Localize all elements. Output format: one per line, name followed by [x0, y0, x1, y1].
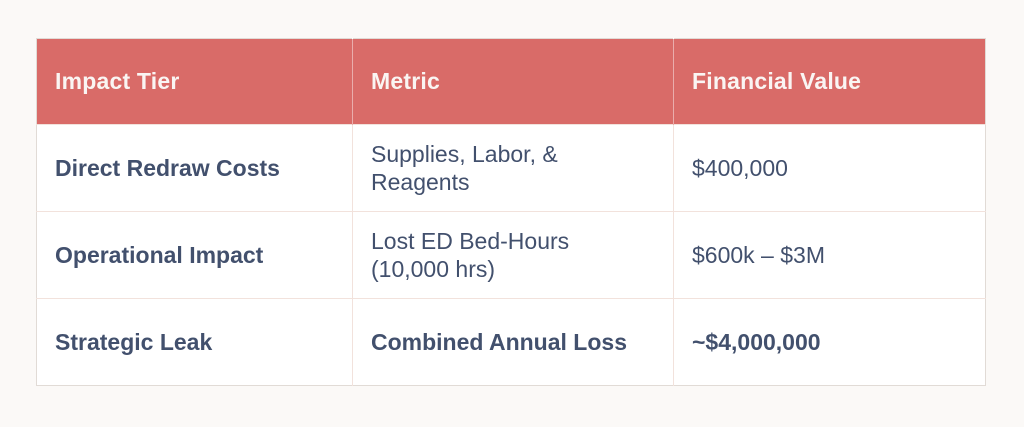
cell-impact-tier: Strategic Leak	[36, 298, 353, 386]
header-cell-impact-tier: Impact Tier	[36, 38, 353, 125]
cell-metric: Lost ED Bed-Hours (10,000 hrs)	[352, 211, 674, 299]
table-row-direct-redraw-costs: Direct Redraw Costs Supplies, Labor, & R…	[36, 124, 986, 212]
table-row-operational-impact: Operational Impact Lost ED Bed-Hours (10…	[36, 211, 986, 299]
cell-metric: Combined Annual Loss	[352, 298, 674, 386]
cell-metric: Supplies, Labor, & Reagents	[352, 124, 674, 212]
cell-financial-value: $600k – $3M	[673, 211, 986, 299]
header-cell-financial-value: Financial Value	[673, 38, 986, 125]
cell-financial-value: $400,000	[673, 124, 986, 212]
header-cell-metric: Metric	[352, 38, 674, 125]
table-header-row: Impact Tier Metric Financial Value	[36, 38, 986, 125]
table-row-strategic-leak: Strategic Leak Combined Annual Loss ~$4,…	[36, 298, 986, 386]
cell-impact-tier: Operational Impact	[36, 211, 353, 299]
cell-impact-tier: Direct Redraw Costs	[36, 124, 353, 212]
financial-impact-table: Impact Tier Metric Financial Value Direc…	[36, 38, 986, 386]
cell-financial-value: ~$4,000,000	[673, 298, 986, 386]
